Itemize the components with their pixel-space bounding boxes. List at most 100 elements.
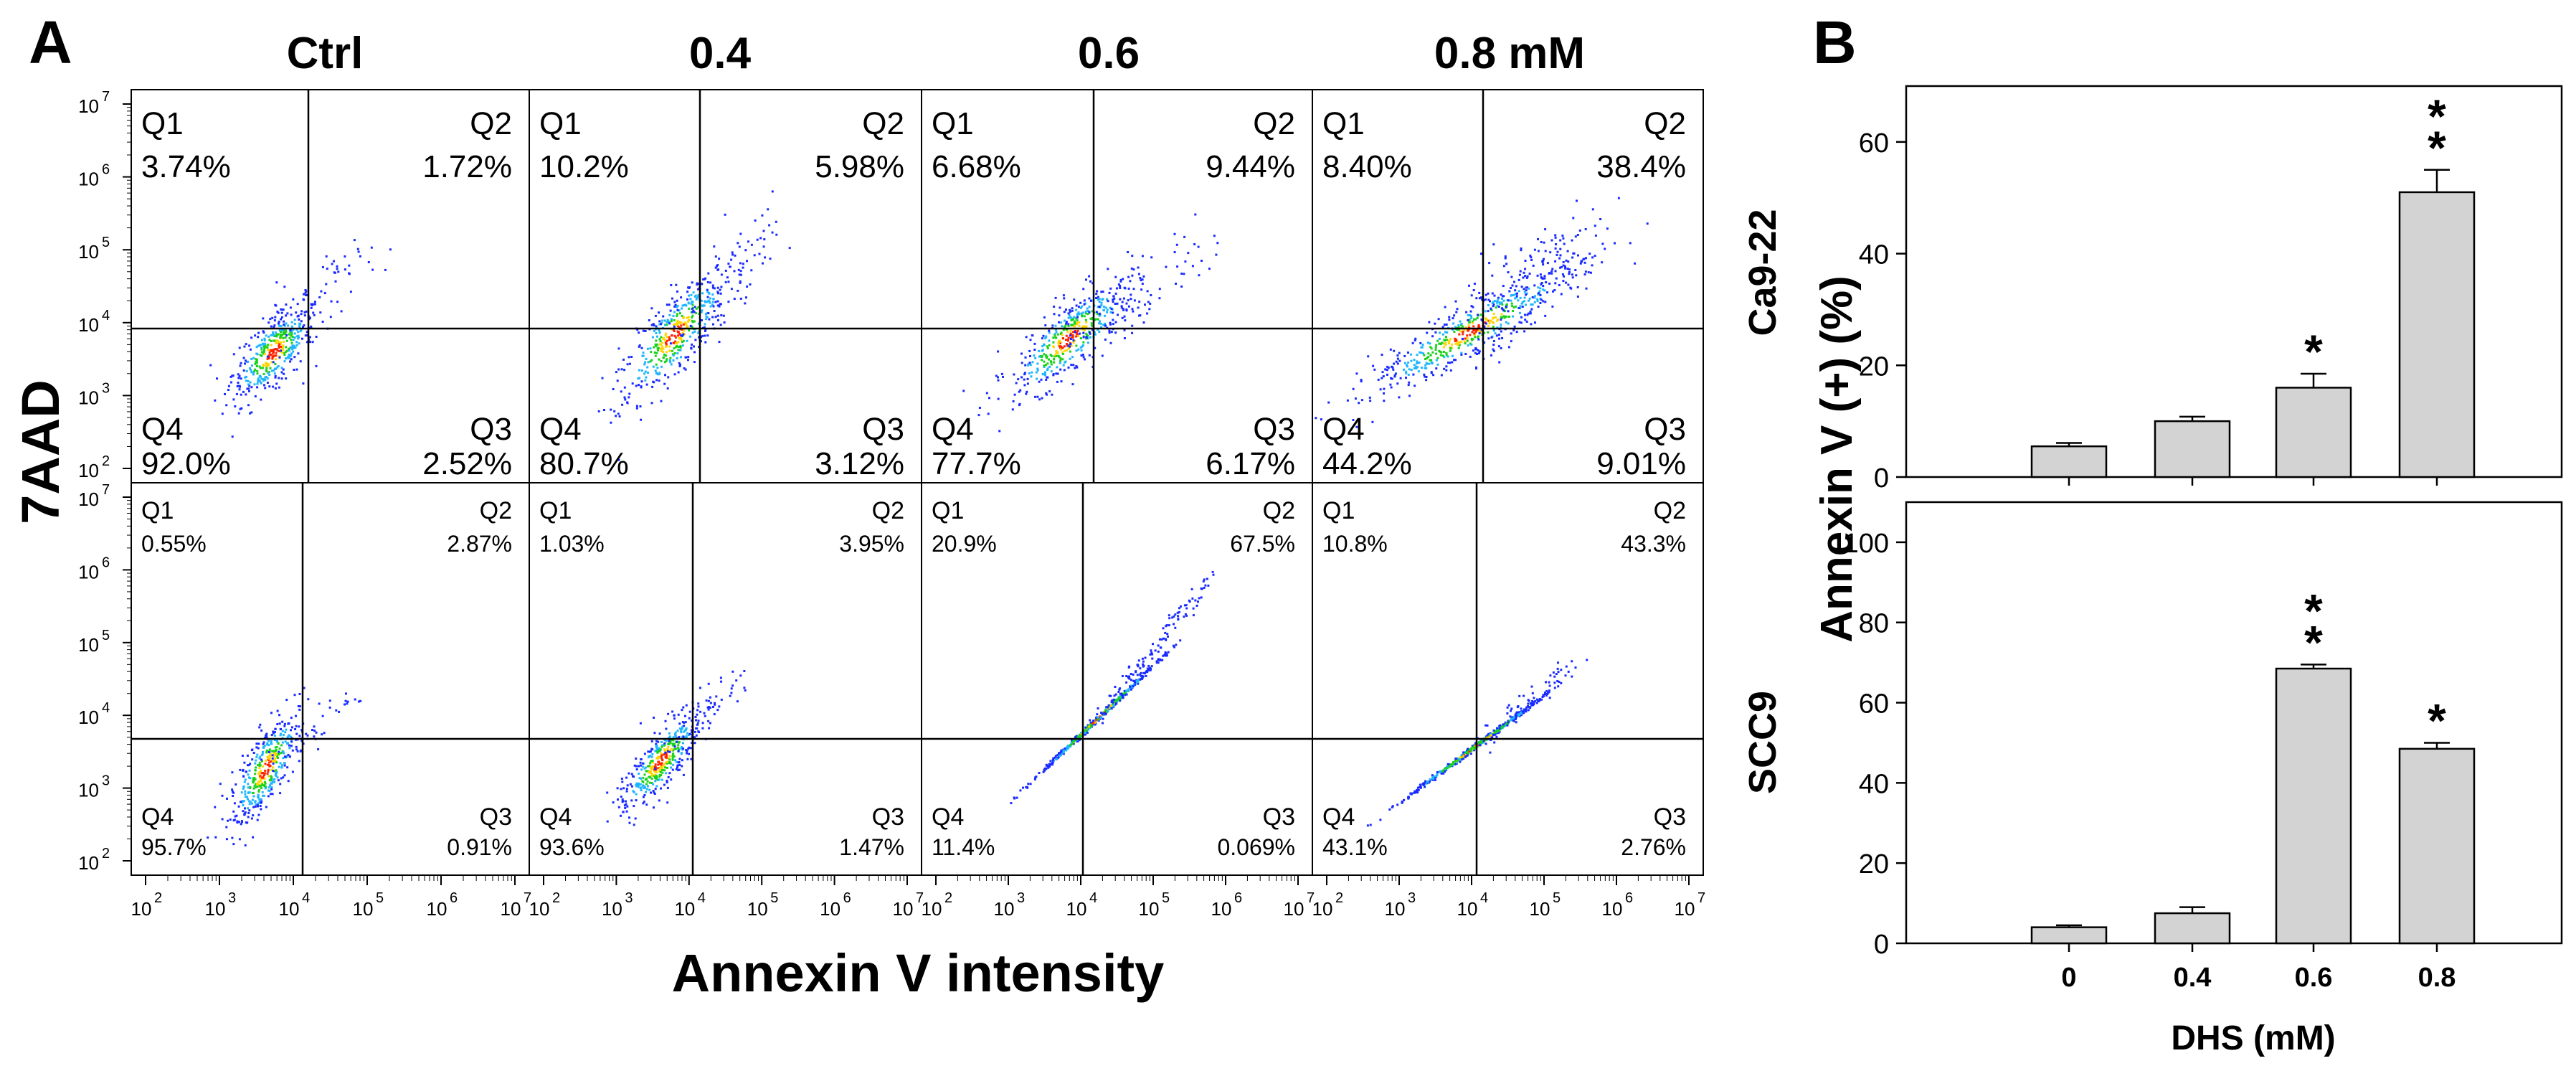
- quadrant-q2-value: 67.5%: [1230, 531, 1295, 557]
- flow-event-dot: [694, 294, 697, 297]
- flow-event-dot: [242, 785, 245, 788]
- flow-event-dot: [678, 333, 681, 335]
- flow-tail-dot: [1545, 681, 1547, 684]
- flow-event-dot: [1086, 337, 1089, 340]
- flow-event-dot: [673, 311, 676, 313]
- flow-event-dot: [292, 350, 295, 353]
- flow-event-dot: [1502, 315, 1505, 318]
- flow-event-dot: [267, 354, 270, 357]
- flow-tail-dot: [1177, 618, 1180, 621]
- flow-event-dot: [1056, 366, 1059, 369]
- flow-event-dot: [673, 319, 676, 321]
- flow-event-dot: [1472, 747, 1475, 750]
- flow-event-dot: [241, 801, 244, 804]
- flow-tail-dot: [709, 702, 712, 704]
- flow-tail-dot: [1583, 258, 1586, 260]
- flow-event-dot: [248, 390, 250, 392]
- flow-event-dot: [661, 768, 664, 770]
- flow-event-dot: [663, 783, 666, 786]
- flow-event-dot: [1066, 331, 1069, 334]
- flow-event-dot: [301, 337, 303, 340]
- flow-event-dot: [657, 349, 660, 352]
- flow-tail-dot: [1096, 713, 1099, 716]
- flow-event-dot: [633, 824, 635, 826]
- flow-tail-dot: [1506, 706, 1509, 709]
- flow-event-dot: [283, 774, 286, 777]
- y-tick-label: 100: [1844, 529, 1889, 559]
- flow-event-dot: [1043, 767, 1046, 770]
- flow-event-dot: [231, 374, 234, 377]
- flow-event-dot: [1036, 395, 1039, 398]
- flow-event-dot: [283, 341, 285, 343]
- flow-tail-dot: [1102, 722, 1104, 725]
- flow-event-dot: [1025, 336, 1028, 339]
- flow-tail-dot: [701, 334, 704, 337]
- flow-tail-dot: [1551, 268, 1554, 270]
- flow-event-dot: [1462, 755, 1464, 758]
- flow-event-dot: [1441, 326, 1444, 329]
- flow-event-dot: [278, 386, 280, 389]
- flow-event-dot: [667, 321, 670, 324]
- flow-event-dot: [1487, 331, 1490, 334]
- flow-event-dot: [1019, 389, 1022, 392]
- flow-event-dot: [255, 361, 257, 364]
- flow-tail-dot: [1146, 312, 1149, 315]
- flow-event-dot: [273, 739, 276, 741]
- flow-event-dot: [1369, 400, 1372, 402]
- flow-event-dot: [1381, 371, 1384, 374]
- flow-tail-dot: [1525, 289, 1528, 292]
- flow-event-dot: [293, 356, 296, 359]
- flow-event-dot: [1542, 285, 1545, 288]
- x-tick-exponent: 4: [698, 890, 706, 906]
- flow-event-dot: [282, 330, 285, 333]
- x-tick-label: 10: [820, 898, 840, 920]
- flow-tail-dot: [1491, 274, 1494, 277]
- bar-0.4: [2154, 420, 2231, 478]
- flow-event-dot: [1492, 729, 1495, 732]
- flow-event-dot: [625, 810, 628, 813]
- flow-event-dot: [1405, 370, 1408, 373]
- flow-tail-dot: [682, 747, 685, 750]
- flow-tail-dot: [1590, 271, 1592, 274]
- flow-event-dot: [1034, 395, 1036, 398]
- flow-event-dot: [1497, 298, 1500, 301]
- flow-tail-dot: [354, 698, 356, 701]
- flow-event-dot: [693, 330, 696, 333]
- flow-event-dot: [256, 386, 259, 389]
- flow-event-dot: [709, 722, 711, 725]
- flow-event-dot: [1463, 340, 1466, 343]
- flow-tail-dot: [1144, 656, 1147, 659]
- flow-tail-dot: [1083, 303, 1086, 306]
- flow-event-dot: [1102, 306, 1105, 308]
- flow-event-dot: [696, 709, 699, 712]
- flow-event-dot: [285, 350, 288, 353]
- flow-event-dot: [1141, 278, 1144, 281]
- flow-event-dot: [666, 762, 668, 765]
- flow-event-dot: [1449, 338, 1452, 341]
- flow-event-dot: [679, 363, 681, 366]
- flow-event-dot: [273, 735, 276, 737]
- flow-event-dot: [268, 374, 271, 377]
- flow-event-dot: [1059, 362, 1061, 364]
- flow-event-dot: [1456, 308, 1459, 311]
- flow-event-dot: [1456, 760, 1459, 763]
- flow-event-dot: [276, 755, 279, 758]
- flow-event-dot: [1495, 306, 1497, 309]
- flow-event-dot: [1560, 293, 1563, 296]
- flow-event-dot: [1448, 319, 1451, 321]
- flow-event-dot: [730, 692, 733, 694]
- flow-event-dot: [267, 775, 270, 778]
- flow-event-dot: [672, 341, 675, 344]
- flow-event-dot: [1165, 653, 1168, 656]
- flow-event-dot: [1440, 772, 1443, 775]
- flow-tail-dot: [681, 334, 683, 337]
- flow-event-dot: [234, 815, 237, 818]
- flow-tail-dot: [285, 334, 288, 336]
- x-tick-exponent: 7: [524, 890, 531, 906]
- flow-event-dot: [660, 745, 663, 748]
- flow-event-dot: [661, 771, 664, 774]
- flow-event-dot: [268, 385, 271, 388]
- flow-tail-dot: [272, 770, 275, 773]
- flow-event-dot: [242, 369, 245, 372]
- flow-event-dot: [1523, 288, 1525, 291]
